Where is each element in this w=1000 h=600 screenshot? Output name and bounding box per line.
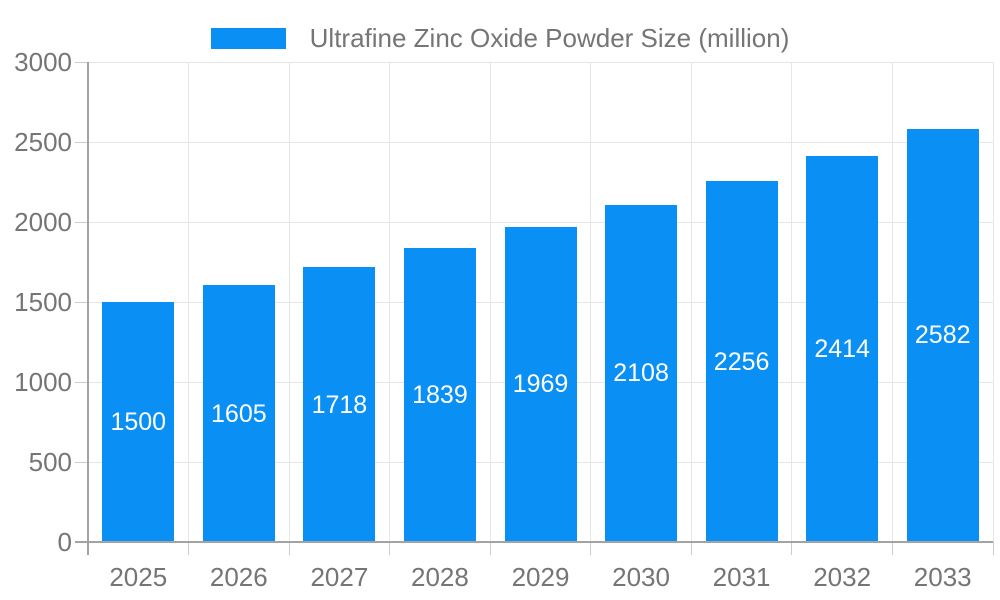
y-gridline xyxy=(88,221,993,223)
y-gridline xyxy=(88,61,993,63)
x-axis-label-2029: 2029 xyxy=(511,562,570,592)
x-gridline xyxy=(288,62,290,542)
bar-2026: 1605 xyxy=(202,285,275,542)
x-axis-line xyxy=(75,541,993,543)
y-axis-label: 3000 xyxy=(14,47,72,77)
y-axis-label: 500 xyxy=(28,447,72,477)
bar-value-label: 2256 xyxy=(713,347,770,376)
y-tick xyxy=(75,461,88,463)
x-axis-label-2033: 2033 xyxy=(913,562,972,592)
y-tick xyxy=(75,301,88,303)
bar-2032: 2414 xyxy=(806,155,879,542)
y-axis-label: 1500 xyxy=(14,287,72,317)
bar-2033: 2582 xyxy=(906,128,979,542)
bar-value-label: 2108 xyxy=(613,359,669,388)
bar-value-label: 1718 xyxy=(311,390,368,419)
bar-value-label: 1969 xyxy=(512,370,569,399)
x-axis-label-2027: 2027 xyxy=(310,562,369,592)
x-tick xyxy=(891,542,893,555)
x-axis-label-2025: 2025 xyxy=(109,562,168,592)
x-tick xyxy=(288,542,290,555)
x-axis-label-2026: 2026 xyxy=(209,562,268,592)
x-axis-label-2031: 2031 xyxy=(712,562,771,592)
y-axis-label: 2000 xyxy=(14,207,72,237)
x-tick xyxy=(188,542,190,555)
x-axis-label-2032: 2032 xyxy=(813,562,872,592)
y-axis-label: 1000 xyxy=(14,367,72,397)
x-gridline xyxy=(891,62,893,542)
x-gridline xyxy=(791,62,793,542)
y-tick xyxy=(75,221,88,223)
x-tick xyxy=(992,542,994,555)
y-tick xyxy=(75,61,88,63)
x-tick xyxy=(590,542,592,555)
legend[interactable]: Ultrafine Zinc Oxide Powder Size (millio… xyxy=(0,23,1000,53)
x-tick xyxy=(791,542,793,555)
bar-2029: 1969 xyxy=(504,226,577,542)
x-gridline xyxy=(389,62,391,542)
bar-value-label: 2582 xyxy=(914,321,971,350)
x-gridline xyxy=(690,62,692,542)
bar-value-label: 1500 xyxy=(110,408,167,436)
x-axis-label-2030: 2030 xyxy=(612,562,670,592)
y-axis-line xyxy=(87,62,89,555)
y-gridline xyxy=(88,141,993,143)
x-gridline xyxy=(489,62,491,542)
x-gridline xyxy=(992,62,994,542)
bar-2030: 2108 xyxy=(605,204,678,542)
x-tick xyxy=(389,542,391,555)
x-gridline xyxy=(590,62,592,542)
legend-swatch xyxy=(210,27,286,49)
bar-value-label: 1839 xyxy=(412,380,468,409)
y-tick xyxy=(75,381,88,383)
x-gridline xyxy=(188,62,190,542)
bar-2031: 2256 xyxy=(705,181,778,542)
y-axis-label: 2500 xyxy=(14,127,72,157)
x-axis-label-2028: 2028 xyxy=(411,562,469,592)
bar-value-label: 1605 xyxy=(211,399,267,428)
bar-2028: 1839 xyxy=(403,247,476,542)
y-axis-label: 0 xyxy=(57,527,72,557)
x-tick xyxy=(690,542,692,555)
x-tick xyxy=(489,542,491,555)
bar-value-label: 2414 xyxy=(814,334,870,363)
y-tick xyxy=(75,141,88,143)
legend-label: Ultrafine Zinc Oxide Powder Size (millio… xyxy=(309,23,790,53)
bar-2027: 1718 xyxy=(303,267,376,542)
bar-2025: 1500 xyxy=(102,302,175,542)
